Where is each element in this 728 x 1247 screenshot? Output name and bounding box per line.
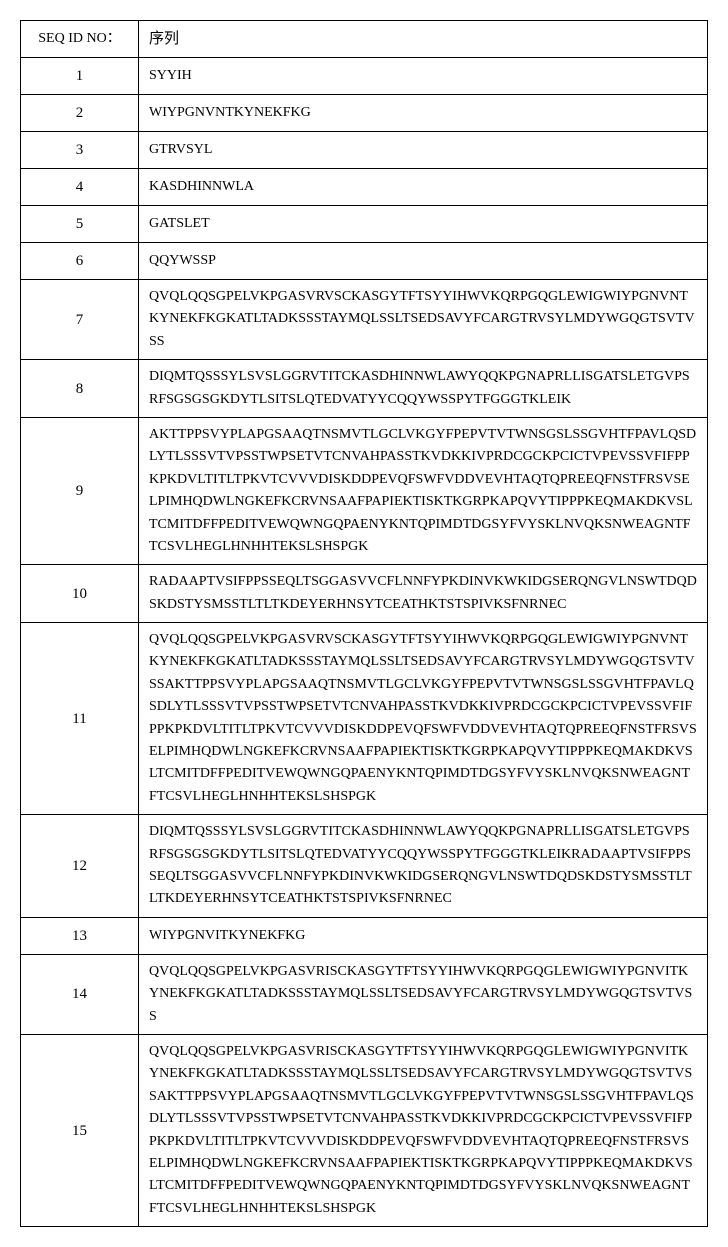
seq-value-cell: RADAAPTVSIFPPSSEQLTSGGASVVCFLNNFYPKDINVK… [139, 565, 708, 623]
seq-value-cell: GATSLET [139, 206, 708, 243]
seq-value-cell: QVQLQQSGPELVKPGASVRISCKASGYTFTSYYIHWVKQR… [139, 954, 708, 1034]
header-seq-cell: 序列 [139, 21, 708, 58]
seq-value-cell: QVQLQQSGPELVKPGASVRVSCKASGYTFTSYYIHWVKQR… [139, 623, 708, 815]
seq-value-cell: QVQLQQSGPELVKPGASVRISCKASGYTFTSYYIHWVKQR… [139, 1034, 708, 1226]
seq-value-cell: DIQMTQSSSYLSVSLGGRVTITCKASDHINNWLAWYQQKP… [139, 360, 708, 418]
seq-id-cell: 8 [21, 360, 139, 418]
seq-value-cell: QQYWSSP [139, 243, 708, 280]
seq-value-cell: KASDHINNWLA [139, 169, 708, 206]
seq-value-cell: SYYIH [139, 58, 708, 95]
table-row: 11 QVQLQQSGPELVKPGASVRVSCKASGYTFTSYYIHWV… [21, 623, 708, 815]
seq-id-cell: 6 [21, 243, 139, 280]
seq-id-cell: 11 [21, 623, 139, 815]
sequence-table: SEQ ID NO： 序列 1 SYYIH 2 WIYPGNVNTKYNEKFK… [20, 20, 708, 1227]
table-row: 15 QVQLQQSGPELVKPGASVRISCKASGYTFTSYYIHWV… [21, 1034, 708, 1226]
table-row: 14 QVQLQQSGPELVKPGASVRISCKASGYTFTSYYIHWV… [21, 954, 708, 1034]
seq-value-cell: DIQMTQSSSYLSVSLGGRVTITCKASDHINNWLAWYQQKP… [139, 815, 708, 918]
header-id-cell: SEQ ID NO： [21, 21, 139, 58]
seq-value-cell: AKTTPPSVYPLAPGSAAQTNSMVTLGCLVKGYFPEPVTVT… [139, 417, 708, 564]
seq-value-cell: WIYPGNVNTKYNEKFKG [139, 95, 708, 132]
seq-id-cell: 12 [21, 815, 139, 918]
seq-value-cell: GTRVSYL [139, 132, 708, 169]
seq-id-cell: 7 [21, 280, 139, 360]
table-row: 3 GTRVSYL [21, 132, 708, 169]
table-row: 13 WIYPGNVITKYNEKFKG [21, 917, 708, 954]
table-row: 8 DIQMTQSSSYLSVSLGGRVTITCKASDHINNWLAWYQQ… [21, 360, 708, 418]
seq-id-cell: 5 [21, 206, 139, 243]
seq-id-cell: 10 [21, 565, 139, 623]
seq-id-cell: 2 [21, 95, 139, 132]
seq-id-cell: 1 [21, 58, 139, 95]
seq-id-cell: 3 [21, 132, 139, 169]
table-body: SEQ ID NO： 序列 1 SYYIH 2 WIYPGNVNTKYNEKFK… [21, 21, 708, 1227]
seq-id-cell: 15 [21, 1034, 139, 1226]
table-header-row: SEQ ID NO： 序列 [21, 21, 708, 58]
table-row: 2 WIYPGNVNTKYNEKFKG [21, 95, 708, 132]
table-row: 7 QVQLQQSGPELVKPGASVRVSCKASGYTFTSYYIHWVK… [21, 280, 708, 360]
seq-id-cell: 4 [21, 169, 139, 206]
seq-id-cell: 14 [21, 954, 139, 1034]
table-row: 12 DIQMTQSSSYLSVSLGGRVTITCKASDHINNWLAWYQ… [21, 815, 708, 918]
table-row: 5 GATSLET [21, 206, 708, 243]
seq-id-cell: 13 [21, 917, 139, 954]
page-container: SEQ ID NO： 序列 1 SYYIH 2 WIYPGNVNTKYNEKFK… [20, 20, 708, 1227]
seq-value-cell: WIYPGNVITKYNEKFKG [139, 917, 708, 954]
table-row: 10 RADAAPTVSIFPPSSEQLTSGGASVVCFLNNFYPKDI… [21, 565, 708, 623]
table-row: 9 AKTTPPSVYPLAPGSAAQTNSMVTLGCLVKGYFPEPVT… [21, 417, 708, 564]
seq-value-cell: QVQLQQSGPELVKPGASVRVSCKASGYTFTSYYIHWVKQR… [139, 280, 708, 360]
table-row: 6 QQYWSSP [21, 243, 708, 280]
seq-id-cell: 9 [21, 417, 139, 564]
table-row: 4 KASDHINNWLA [21, 169, 708, 206]
table-row: 1 SYYIH [21, 58, 708, 95]
